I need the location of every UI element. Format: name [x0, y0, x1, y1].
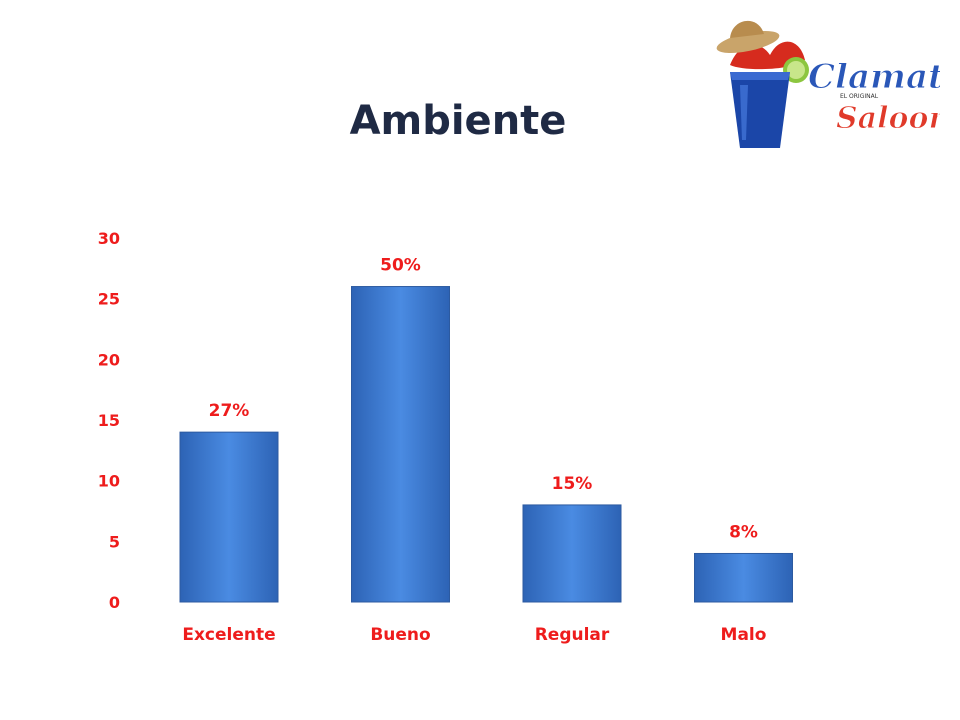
x-category-label: Malo — [721, 625, 767, 645]
y-tick-label: 10 — [98, 472, 120, 491]
x-category-label: Excelente — [182, 625, 275, 645]
logo-text-saloon: Saloon — [836, 101, 940, 136]
chart-title: Ambiente — [349, 98, 567, 144]
y-tick-label: 30 — [98, 229, 120, 248]
y-tick-label: 25 — [98, 290, 120, 309]
y-tick-label: 20 — [98, 350, 120, 369]
data-label-regular: 15% — [552, 474, 593, 494]
logo-text-clamato: Clamato — [808, 57, 940, 97]
data-label-excelente: 27% — [209, 401, 250, 421]
bar-regular — [522, 504, 622, 603]
data-label-malo: 8% — [729, 522, 758, 542]
logo-text-original: EL ORIGINAL — [840, 93, 879, 100]
x-category-label: Regular — [535, 625, 610, 645]
y-tick-label: 0 — [109, 593, 120, 612]
clamato-saloon-logo: Clamato EL ORIGINAL Saloon — [716, 20, 940, 148]
data-label-bueno: 50% — [380, 256, 421, 276]
bar-excelente — [179, 431, 279, 603]
y-tick-label: 5 — [109, 532, 120, 551]
bar-malo — [694, 552, 793, 603]
x-category-label: Bueno — [370, 625, 430, 645]
bar-bueno — [351, 286, 450, 603]
y-tick-label: 15 — [98, 411, 120, 430]
